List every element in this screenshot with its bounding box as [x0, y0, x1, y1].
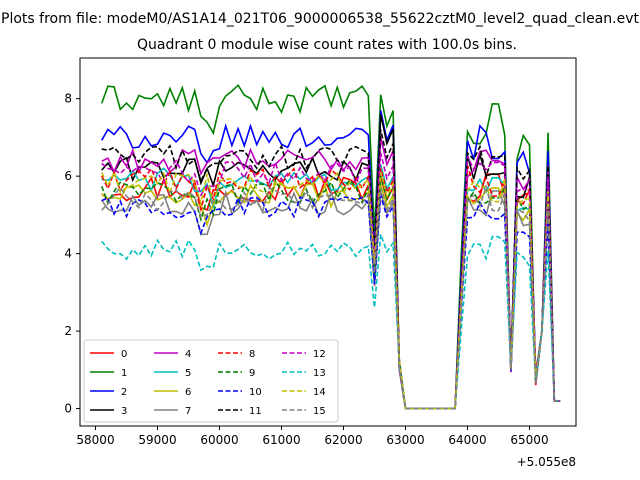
series-line-module-12 [101, 152, 561, 410]
legend-label-module-12: 12 [313, 349, 326, 360]
x-tick-label: 61000 [262, 433, 300, 447]
legend-label-module-11: 11 [249, 406, 262, 417]
legend-label-module-1: 1 [121, 368, 127, 379]
x-axis: 58000 59000 60000 61000 62000 63000 64000 65000 [76, 426, 549, 447]
x-tick-label: 64000 [448, 433, 486, 447]
legend-label-module-3: 3 [121, 406, 127, 417]
x-offset-label: +5.055e8 [517, 455, 576, 469]
legend-label-module-7: 7 [185, 406, 191, 417]
legend-label-module-10: 10 [249, 387, 262, 398]
x-tick-label: 62000 [324, 433, 362, 447]
legend-label-module-8: 8 [249, 349, 255, 360]
legend-label-module-9: 9 [249, 368, 255, 379]
series-line-module-1 [100, 83, 561, 410]
legend-label-module-13: 13 [313, 368, 326, 379]
y-tick-label: 6 [64, 169, 72, 183]
chart-title: Quadrant 0 module wise count rates with … [137, 37, 517, 53]
x-tick-label: 65000 [510, 433, 548, 447]
axes-frame [79, 57, 577, 427]
legend-label-module-4: 4 [185, 349, 191, 360]
y-axis: 0 2 4 6 8 [64, 92, 80, 416]
legend-label-module-5: 5 [185, 368, 191, 379]
series-line-module-13 [101, 234, 561, 410]
x-tick-label: 63000 [386, 433, 424, 447]
y-tick-label: 8 [64, 92, 72, 106]
series-line-module-10 [101, 195, 561, 410]
series-line-module-15 [101, 183, 561, 410]
legend-label-module-14: 14 [313, 387, 326, 398]
legend-label-module-6: 6 [185, 387, 191, 398]
legend-label-module-2: 2 [121, 387, 127, 398]
series-line-module-7 [101, 189, 561, 410]
x-tick-label: 60000 [200, 433, 238, 447]
figure-suptitle: Plots from file: modeM0/AS1A14_021T06_90… [1, 11, 639, 27]
legend-label-module-0: 0 [121, 349, 127, 360]
y-tick-label: 4 [64, 247, 72, 261]
series-line-module-14 [100, 170, 561, 410]
series-layer [100, 83, 561, 410]
legend-box [83, 339, 339, 423]
x-tick-label: 58000 [76, 433, 114, 447]
y-tick-label: 0 [64, 402, 72, 416]
y-tick-label: 2 [64, 324, 72, 338]
x-tick-label: 59000 [138, 433, 176, 447]
legend-label-module-15: 15 [313, 406, 326, 417]
series-line-module-2 [101, 110, 561, 410]
